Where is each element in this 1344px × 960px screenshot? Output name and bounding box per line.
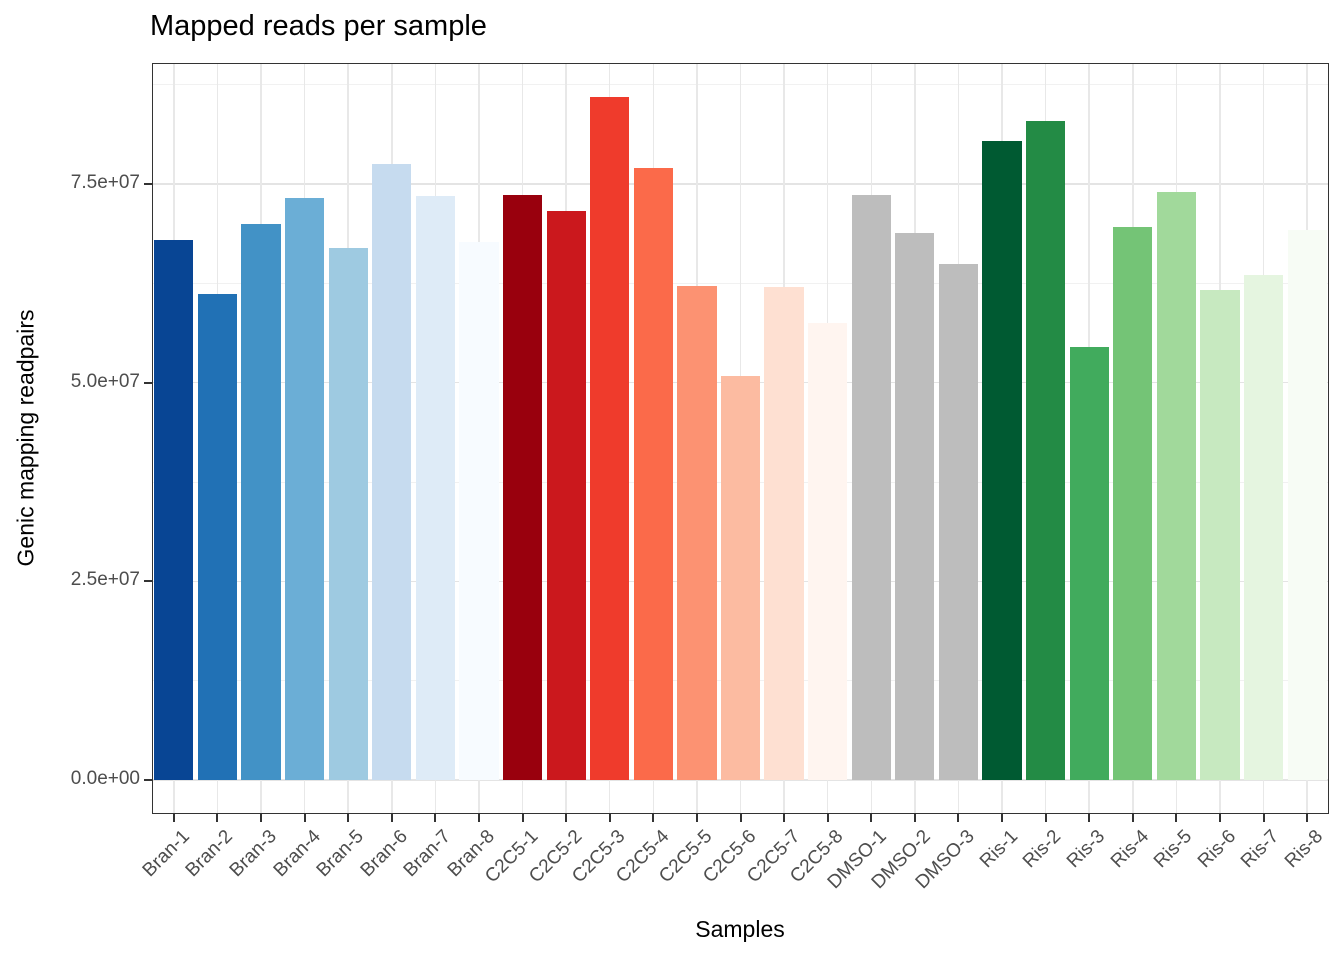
x-axis-tick (1044, 814, 1047, 822)
bar-Ris-8 (1287, 230, 1327, 780)
y-axis-title: Genic mapping readpairs (12, 309, 39, 567)
x-axis-tick (695, 814, 698, 822)
bar-DMSO-1 (851, 195, 891, 780)
x-tick-label: Bran-7 (400, 826, 456, 882)
x-axis-tick (434, 814, 437, 822)
x-axis-tick (565, 814, 568, 822)
bar-Ris-2 (1026, 121, 1066, 780)
x-tick-label: Ris-1 (975, 826, 1022, 873)
x-axis-tick (957, 814, 960, 822)
bar-C2C5-2 (546, 211, 586, 780)
bar-C2C5-4 (633, 168, 673, 780)
x-axis-tick (303, 814, 306, 822)
x-axis-tick (608, 814, 611, 822)
x-axis-tick (1219, 814, 1222, 822)
y-tick-label: 0.0e+00 (70, 768, 140, 789)
bar-Bran-7 (415, 195, 455, 780)
x-tick-label: Ris-7 (1237, 826, 1284, 873)
x-axis-tick (259, 814, 262, 822)
bar-Ris-6 (1200, 289, 1240, 780)
bar-C2C5-6 (720, 376, 761, 780)
x-axis-tick (521, 814, 524, 822)
x-axis-tick (1262, 814, 1265, 822)
y-axis-tick (144, 779, 152, 781)
x-axis-tick (1088, 814, 1091, 822)
x-axis-title: Samples (695, 916, 785, 942)
x-tick-label: Ris-4 (1106, 826, 1153, 873)
x-axis-tick (1306, 814, 1309, 822)
bar-Bran-1 (154, 240, 194, 780)
bar-Bran-3 (241, 223, 281, 780)
y-tick-label: 5.0e+07 (70, 370, 140, 392)
y-axis-tick (144, 580, 152, 583)
bar-C2C5-3 (590, 97, 630, 780)
bar-Bran-2 (197, 293, 237, 780)
y-tick-label: 2.5e+07 (70, 569, 140, 591)
x-axis-tick (783, 814, 786, 822)
bar-Ris-1 (982, 141, 1022, 780)
x-axis-tick (1001, 814, 1004, 822)
x-axis-tick (913, 814, 916, 822)
bar-DMSO-3 (938, 264, 979, 780)
bar-Bran-6 (372, 164, 412, 780)
x-axis-tick (826, 814, 829, 822)
bar-Ris-4 (1113, 226, 1153, 780)
plot-panel (152, 63, 1329, 814)
x-tick-label: Bran-5 (312, 826, 369, 882)
x-axis-tick (347, 814, 350, 822)
bar-C2C5-7 (764, 287, 804, 780)
x-axis-tick (1175, 814, 1178, 822)
x-tick-label: Ris-5 (1150, 826, 1197, 873)
x-axis-tick (870, 814, 873, 822)
x-tick-label: Bran-4 (269, 826, 325, 882)
bar-Bran-8 (459, 242, 499, 780)
x-axis-tick (739, 814, 742, 822)
x-tick-label: Ris-8 (1280, 826, 1328, 873)
y-tick-label: 7.5e+07 (70, 172, 140, 193)
bar-C2C5-8 (808, 323, 848, 780)
bar-Ris-3 (1069, 346, 1109, 780)
x-tick-label: Bran-2 (182, 826, 238, 882)
y-axis-tick (144, 183, 152, 185)
chart-title: Mapped reads per sample (150, 10, 487, 42)
x-axis-tick (477, 814, 480, 822)
x-axis-tick (652, 814, 655, 822)
y-axis-tick (144, 381, 152, 384)
x-tick-label: Ris-6 (1193, 826, 1240, 873)
x-tick-label: Bran-3 (225, 826, 281, 882)
bar-Bran-4 (284, 197, 325, 780)
x-axis-tick (1131, 814, 1134, 822)
x-axis-tick (216, 814, 219, 822)
x-axis-tick (390, 814, 393, 822)
bar-DMSO-2 (895, 233, 935, 780)
x-tick-label: Ris-3 (1062, 826, 1110, 873)
x-axis-tick (172, 814, 175, 822)
bar-Ris-5 (1156, 191, 1197, 780)
bar-C2C5-1 (502, 195, 543, 780)
x-tick-label: Bran-1 (138, 826, 194, 882)
bar-Ris-7 (1243, 275, 1284, 780)
x-tick-label: Bran-6 (356, 826, 412, 882)
bar-C2C5-5 (677, 285, 717, 780)
bar-Bran-5 (328, 248, 368, 780)
x-tick-label: Ris-2 (1019, 826, 1066, 873)
